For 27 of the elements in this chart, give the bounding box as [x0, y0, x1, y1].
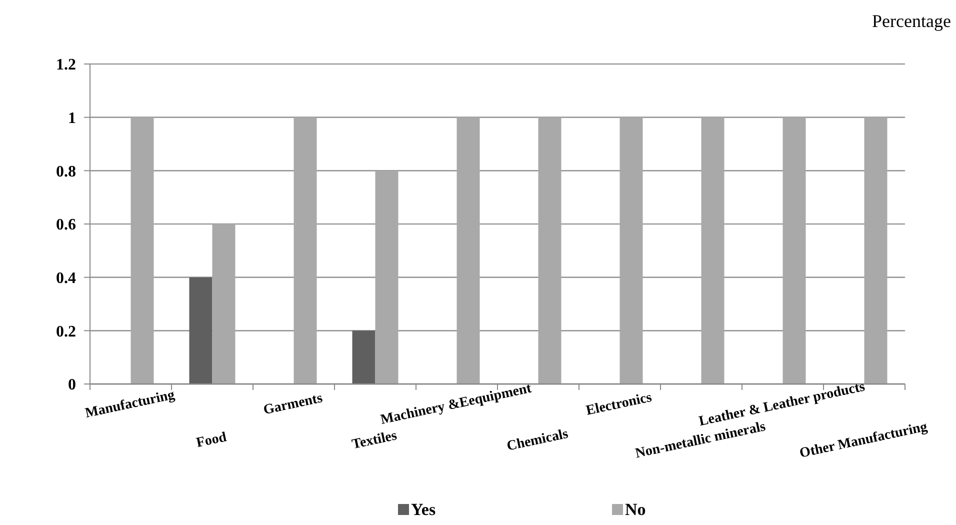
- y-tick-label: 0.2: [56, 323, 76, 340]
- x-tick-label: Garments: [262, 390, 324, 418]
- legend-label: Yes: [411, 500, 436, 519]
- bar: [864, 117, 888, 384]
- bar: [294, 117, 317, 384]
- bar: [620, 117, 643, 384]
- y-axis-title: Percentage: [872, 11, 952, 31]
- y-tick-label: 0: [68, 376, 76, 394]
- y-tick-label: 0.4: [56, 270, 76, 287]
- y-tick-label: 0.6: [56, 216, 76, 234]
- bar: [701, 117, 724, 384]
- x-tick-label: Electronics: [584, 390, 654, 419]
- bar: [538, 117, 562, 384]
- x-tick-label: Food: [195, 430, 228, 452]
- bar: [456, 117, 480, 384]
- x-tick-label: Chemicals: [506, 426, 570, 454]
- bar: [782, 117, 806, 384]
- x-tick-label: Textiles: [350, 428, 399, 453]
- legend-label: No: [625, 500, 646, 519]
- bar: [375, 170, 398, 384]
- bar: [130, 117, 154, 384]
- bar: [189, 277, 212, 384]
- y-tick-label: 1.2: [56, 56, 76, 74]
- y-tick-label: 0.8: [56, 163, 76, 180]
- bar: [212, 224, 236, 384]
- y-tick-label: 1: [68, 110, 76, 127]
- bar: [352, 330, 376, 384]
